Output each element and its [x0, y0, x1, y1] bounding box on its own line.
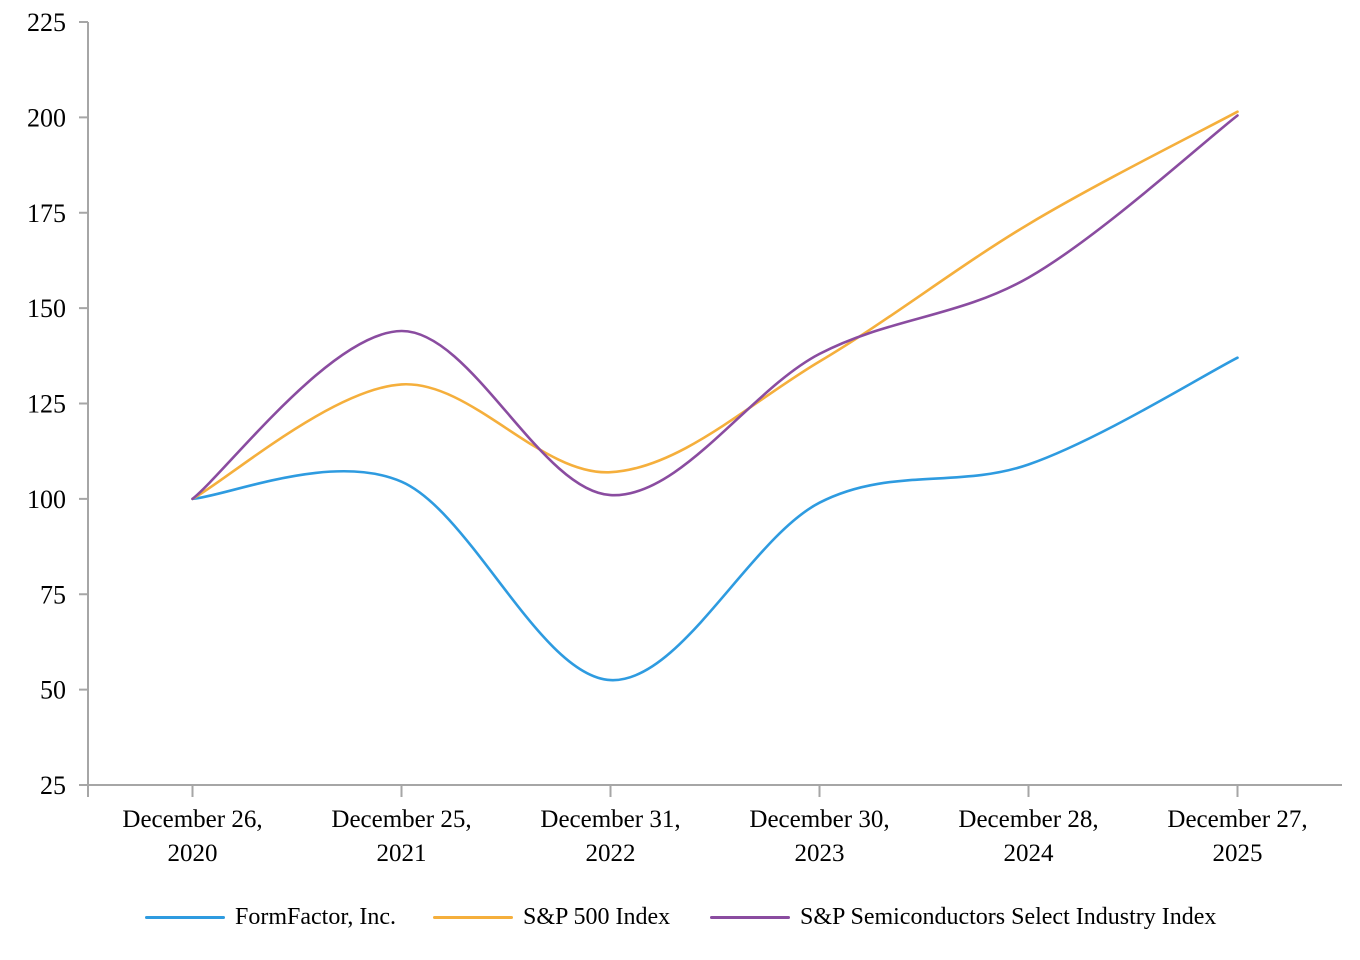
y-axis-tick-label: 150 — [27, 294, 66, 323]
legend-label-sp-semiconductors: S&P Semiconductors Select Industry Index — [800, 903, 1217, 930]
x-axis-label-line1: December 31, — [540, 806, 680, 833]
x-axis-label-line2: 2022 — [586, 840, 636, 867]
x-axis-label-line1: December 30, — [749, 806, 889, 833]
legend-item-sp-semiconductors: S&P Semiconductors Select Industry Index — [710, 900, 1216, 934]
x-axis-label-line1: December 28, — [958, 806, 1098, 833]
legend-line-swatch-formfactor — [145, 915, 225, 919]
x-axis-label-line2: 2021 — [377, 840, 427, 867]
x-axis-label-line1: December 27, — [1167, 806, 1307, 833]
legend-item-formfactor: FormFactor, Inc. — [145, 900, 396, 934]
y-axis-tick-label: 125 — [27, 390, 66, 419]
y-axis-tick-label: 100 — [27, 485, 66, 514]
legend-line-swatch-sp500 — [433, 915, 513, 919]
x-axis-label-line2: 2020 — [168, 840, 218, 867]
y-axis-tick-label: 225 — [27, 8, 66, 37]
x-axis-label-line2: 2024 — [1004, 840, 1055, 867]
y-axis-tick-label: 25 — [40, 771, 66, 800]
legend-label-sp500: S&P 500 Index — [523, 903, 671, 930]
legend-item-sp500: S&P 500 Index — [433, 900, 670, 934]
x-axis-label-line2: 2025 — [1213, 840, 1263, 867]
chart-legend: FormFactor, Inc. S&P 500 Index S&P Semic… — [0, 900, 1360, 934]
chart-line-s-p-semiconductors-select-industry-index — [191, 114, 1239, 501]
x-axis-label-line1: December 25, — [331, 806, 471, 833]
legend-line-swatch-sp-semiconductors — [710, 915, 790, 919]
y-axis-tick-label: 50 — [40, 676, 66, 705]
legend-label-formfactor: FormFactor, Inc. — [235, 903, 397, 930]
x-axis-label-line1: December 26, — [122, 806, 262, 833]
y-axis-tick-label: 75 — [40, 580, 66, 609]
y-axis-tick-label: 200 — [27, 103, 66, 132]
chart-line-formfactor-inc — [191, 356, 1239, 682]
x-axis-label-line2: 2023 — [795, 840, 845, 867]
y-axis-tick-label: 175 — [27, 199, 66, 228]
chart-line-s-p-500-index — [191, 110, 1239, 501]
